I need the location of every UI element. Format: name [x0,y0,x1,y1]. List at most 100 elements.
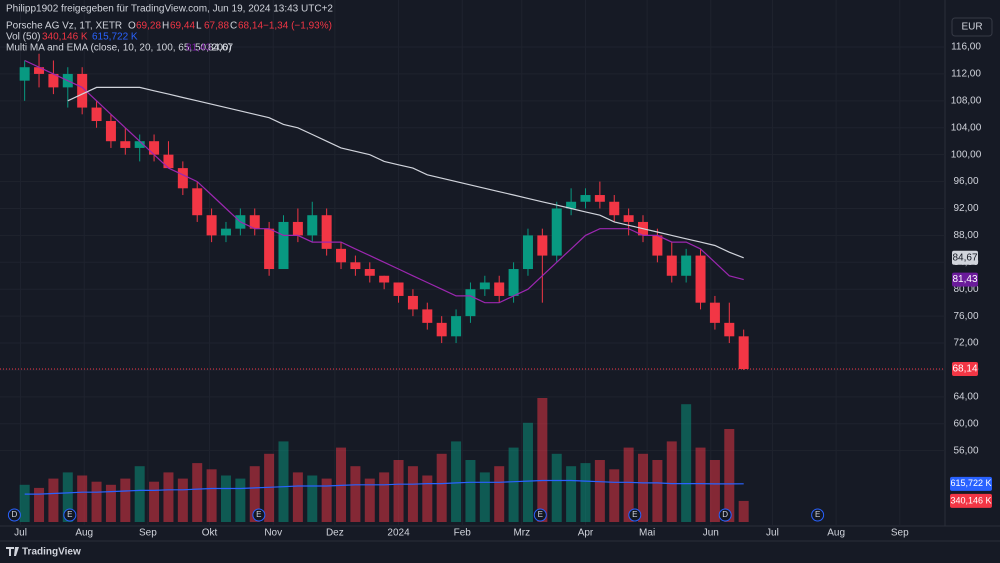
tags: 84,67 81,43 68,14 615,722 K 340,146 K [0,250,992,508]
ma-line [24,59,744,304]
volume-bar [451,441,462,522]
event-marker [533,508,547,522]
footer-brand: TradingView [22,547,81,558]
y-tick-label: 64,00 [953,392,978,403]
x-tick-label: Jun [703,528,719,539]
ma-value: 81,43 [186,43,211,54]
volume-bar [278,441,289,522]
y-tick-label: 104,00 [951,122,982,133]
volume-tag-label: 615,722 K [950,478,991,488]
ma-name: Multi MA and EMA (close, 10, 20, 100, 65… [6,43,232,54]
candle-body [321,215,332,249]
candle-body [522,235,533,270]
x-tick-label: Mai [639,528,655,539]
volume-bar [177,478,188,522]
candle-body [364,269,375,276]
volume-bar [465,460,476,522]
x-tick-label: Jul [766,528,779,539]
volume-bar [623,447,634,522]
x-tick-label: 2024 [387,528,410,539]
volume-bar [120,478,131,522]
symbol: Porsche AG Vz, 1T, XETR [6,21,122,32]
price-tag-label: 68,14 [952,364,977,375]
volume-bar [134,466,145,522]
volume-bar [163,472,174,522]
x-tick-label: Okt [202,528,218,539]
y-tick-label: 100,00 [951,149,982,160]
volume-tag [950,476,992,491]
vol-ma-value: 615,722 K [92,32,138,43]
candle-body [551,208,562,256]
candle-body [163,154,174,169]
candle-body [264,228,275,270]
candle-body [695,255,706,303]
x-tick-label: Aug [75,528,93,539]
candle-body [206,215,217,236]
volume-bar [494,466,505,522]
volume-bar [580,463,591,522]
volume-bar [350,466,361,522]
candle-body [393,282,404,296]
y-tick-label: 76,00 [953,311,978,322]
candle-body [451,316,462,337]
y-tick-label: 80,00 [953,284,978,295]
candle-body [681,255,692,276]
ma-line [67,86,744,259]
x-tick-label: Apr [578,528,594,539]
volume-bar [522,422,533,522]
candle-body [479,282,490,290]
candle-body [652,235,663,256]
volume-tag-label: 340,146 K [950,495,991,505]
ohlc: O 69,28 H 69,44 L 67,88 C 68,14 [128,21,263,32]
volume-bar [235,478,246,522]
candle-body [407,295,418,310]
volume-tag [950,493,992,508]
vol-value: 340,146 K [42,32,88,43]
change: −1,34 (−1,93%) [263,21,332,32]
y-tick-label: 92,00 [953,203,978,214]
candle-body [307,215,318,236]
x-tick-label: Nov [264,528,282,539]
volume-bar [48,478,59,522]
volume-bar [77,475,88,522]
event-marker [628,508,642,522]
ohlc-key: O [128,21,136,32]
candle-body [422,309,433,323]
volume-bar [321,478,332,522]
volume-bar [738,500,749,522]
candle-body [149,141,160,155]
volume-bar [407,466,418,522]
volume-bar [652,460,663,522]
grid: 116,00 112,00 108,00 104,00 100,00 96,00 92,00… [14,41,982,539]
x-tick-label: Feb [454,528,472,539]
ma-value: 84,67 [208,43,233,54]
candle-body [278,221,289,270]
y-tick-label: 60,00 [953,418,978,429]
vol-name: Vol (50) [6,32,40,43]
y-tick-label: 56,00 [953,445,978,456]
x-tick-label: Aug [827,528,845,539]
volume-bar [19,484,30,522]
volume-bar [91,481,102,522]
candle-body [105,121,116,142]
candle-body [19,67,30,81]
x-tick-label: Jul [14,528,27,539]
currency[interactable]: EUR [961,22,982,33]
ohlc-key: L [196,21,202,32]
event-label: E [256,510,261,519]
currency-button[interactable] [951,17,993,37]
y-tick-label: 108,00 [951,95,982,106]
candle-body [48,73,59,88]
volume-bar [695,447,706,522]
ohlc-value: 67,88 [204,21,229,32]
event-label: E [67,510,72,519]
candle-body [494,282,505,296]
volume-bar [105,484,116,522]
candle-body [623,215,634,222]
price-pane [19,53,749,370]
y-tick-label: 96,00 [953,176,978,187]
candle-body [249,215,260,229]
